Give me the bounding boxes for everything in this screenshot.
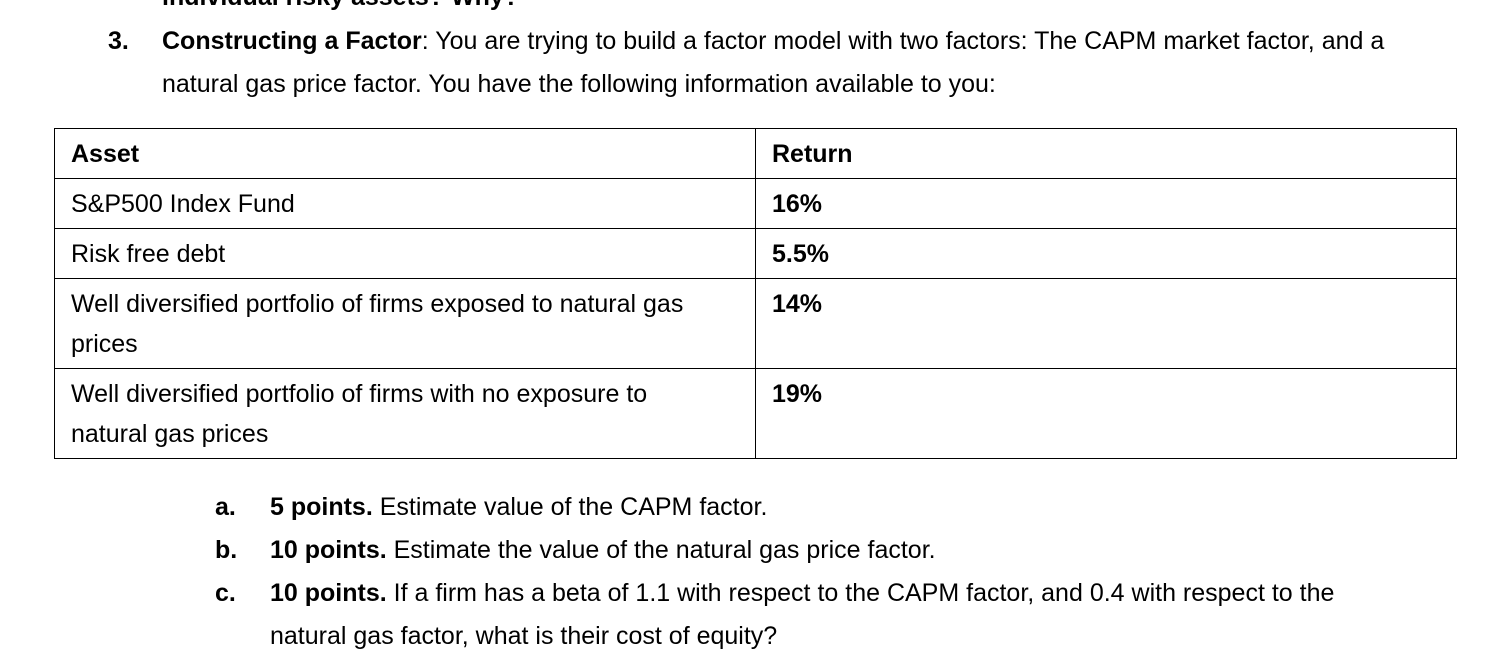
question-body: : You are trying to build a factor model… <box>162 27 1385 98</box>
table-cell: 14% <box>755 278 1457 369</box>
question-title: Constructing a Factor <box>162 27 422 55</box>
table-row: S&P500 Index Fund 16% <box>54 178 1457 229</box>
header-text: Return <box>772 140 853 168</box>
cell-text: 14% <box>772 290 823 318</box>
table-row: Well diversified portfolio of firms with… <box>54 368 1457 459</box>
part-text: 5 points. Estimate value of the CAPM fac… <box>270 486 1410 529</box>
part-body: If a firm has a beta of 1.1 with respect… <box>270 579 1335 650</box>
clipped-text: individual risky assets? Why? <box>162 0 519 19</box>
cell-text: S&P500 Index Fund <box>71 190 295 218</box>
cell-text: Risk free debt <box>71 240 226 268</box>
cell-text: Well diversified portfolio of firms with… <box>71 380 648 448</box>
question-number: 3. <box>108 27 129 55</box>
part-label: c. <box>215 579 236 607</box>
question-text: Constructing a Factor: You are trying to… <box>162 20 1462 106</box>
part-body: Estimate value of the CAPM factor. <box>372 493 768 521</box>
header-cell: Return <box>755 128 1457 179</box>
table-body: Asset Return S&P500 Index Fund 16% Risk free… <box>54 128 1457 459</box>
table-cell: Well diversified portfolio of firms expo… <box>54 278 756 369</box>
table-cell: 5.5% <box>755 228 1457 279</box>
table-row: Well diversified portfolio of firms expo… <box>54 278 1457 369</box>
part-text: 10 points. Estimate the value of the nat… <box>270 529 1410 572</box>
table-cell: Well diversified portfolio of firms with… <box>54 368 756 459</box>
part-label: a. <box>215 493 236 521</box>
part-points: 5 points. <box>270 493 373 521</box>
header-text: Asset <box>71 140 140 168</box>
table-cell: S&P500 Index Fund <box>54 178 756 229</box>
header-row: Asset Return <box>54 128 1457 179</box>
table-cell: 19% <box>755 368 1457 459</box>
header-cell: Asset <box>54 128 756 179</box>
part-body: Estimate the value of the natural gas pr… <box>386 536 936 564</box>
part-text: 10 points. If a firm has a beta of 1.1 w… <box>270 572 1410 658</box>
table-row: Risk free debt 5.5% <box>54 228 1457 279</box>
table-cell: Risk free debt <box>54 228 756 279</box>
part-points: 10 points. <box>270 579 387 607</box>
cell-text: 5.5% <box>772 240 829 268</box>
cell-text: 19% <box>772 380 823 408</box>
cell-text: Well diversified portfolio of firms expo… <box>71 290 684 358</box>
table-cell: 16% <box>755 178 1457 229</box>
data-table: Asset Return S&P500 Index Fund 16% Risk free… <box>54 128 1457 459</box>
part-points: 10 points. <box>270 536 387 564</box>
cell-text: 16% <box>772 190 823 218</box>
part-label: b. <box>215 536 238 564</box>
